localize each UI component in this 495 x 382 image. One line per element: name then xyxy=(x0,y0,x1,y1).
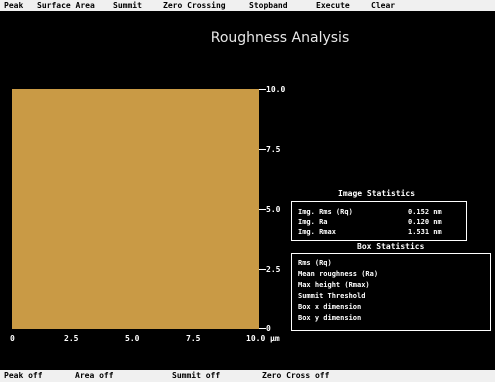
y-tick xyxy=(259,89,266,90)
menu-summit[interactable]: Summit xyxy=(113,1,142,10)
page-title: Roughness Analysis xyxy=(210,30,350,46)
box-stat-label: Mean roughness (Ra) xyxy=(298,270,379,278)
box-stats-box: Rms (Rq) Mean roughness (Ra) Max height … xyxy=(291,253,491,331)
box-stat-label: Rms (Rq) xyxy=(298,259,332,267)
menu-clear[interactable]: Clear xyxy=(371,1,396,10)
y-tick-label: 2.5 xyxy=(266,265,281,274)
y-tick-label: 5.0 xyxy=(266,205,281,214)
box-stat-label: Max height (Rmax) xyxy=(298,281,370,289)
x-tick-label: 2.5 xyxy=(64,334,79,343)
menu-surface-area[interactable]: Surface Area xyxy=(37,1,95,10)
menu-peak[interactable]: Peak xyxy=(4,1,24,10)
x-tick-label: 10.0 xyxy=(246,334,266,343)
y-tick xyxy=(259,149,266,150)
stat-label: Img. Rmax xyxy=(298,228,336,236)
image-stats-box: Img. Rms (Rq) 0.152 nm Img. Ra 0.120 nm … xyxy=(291,201,467,241)
y-tick xyxy=(259,269,266,270)
y-tick-label: 0 xyxy=(266,324,271,333)
box-stat-label: Box y dimension xyxy=(298,314,362,322)
status-bar: Peak off Area off Summit off Zero Cross … xyxy=(0,370,495,382)
box-stat-label: Summit Threshold xyxy=(298,292,366,300)
menu-stopband[interactable]: Stopband xyxy=(249,1,288,10)
status-peak: Peak off xyxy=(4,371,43,380)
stat-label: Img. Ra xyxy=(298,218,328,226)
y-tick-label: 7.5 xyxy=(266,145,281,154)
stat-value: 0.120 nm xyxy=(408,218,442,226)
stat-label: Img. Rms (Rq) xyxy=(298,208,353,216)
x-tick-label: 0 xyxy=(10,334,15,343)
x-tick-label: 7.5 xyxy=(186,334,201,343)
roughness-image[interactable] xyxy=(12,89,259,329)
menu-execute[interactable]: Execute xyxy=(316,1,350,10)
status-zero-cross: Zero Cross off xyxy=(262,371,330,380)
y-tick-label: 10.0 xyxy=(266,85,286,94)
stat-value: 1.531 nm xyxy=(408,228,442,236)
stat-value: 0.152 nm xyxy=(408,208,442,216)
box-stat-label: Box x dimension xyxy=(298,303,362,311)
box-stats-title: Box Statistics xyxy=(357,242,425,251)
x-tick-label: 5.0 xyxy=(125,334,140,343)
x-axis-unit: µm xyxy=(270,334,280,343)
status-summit: Summit off xyxy=(172,371,221,380)
menu-bar: Peak Surface Area Summit Zero Crossing S… xyxy=(0,0,495,11)
y-tick xyxy=(259,328,266,329)
y-tick xyxy=(259,209,266,210)
menu-zero-crossing[interactable]: Zero Crossing xyxy=(163,1,226,10)
image-stats-title: Image Statistics xyxy=(338,189,416,198)
status-area: Area off xyxy=(75,371,114,380)
